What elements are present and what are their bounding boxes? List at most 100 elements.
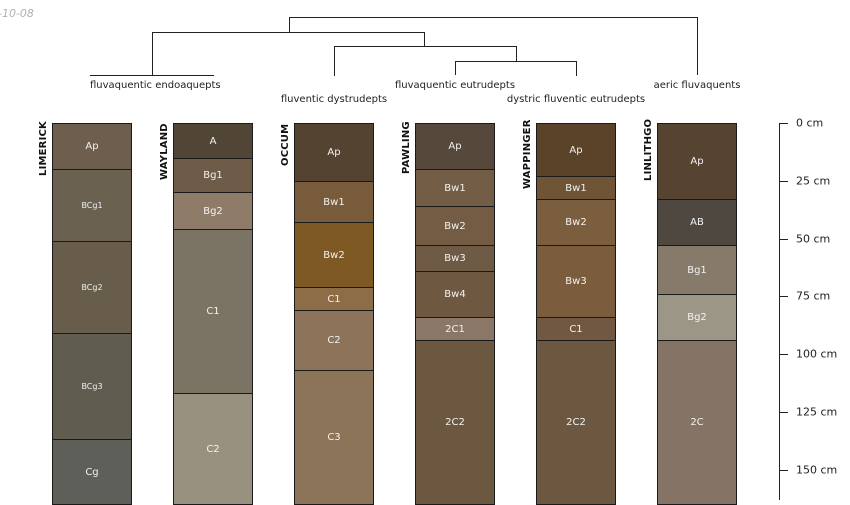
horizon-label: Bw1 (565, 182, 587, 194)
horizon-bw4: Bw4 (415, 271, 495, 318)
dendrogram-branch (289, 17, 290, 33)
horizon-ap: Ap (415, 123, 495, 170)
horizon-label: Ap (85, 141, 99, 152)
horizon-bw3: Bw3 (415, 245, 495, 272)
horizon-c2: C2 (294, 310, 374, 371)
horizon-label: 2C (690, 417, 704, 428)
horizon-2c2: 2C2 (536, 340, 616, 505)
horizon-label: Bw2 (444, 220, 466, 232)
horizon-label: Bg1 (687, 264, 707, 276)
horizon-bw2: Bw2 (294, 222, 374, 288)
horizon-label: Bg1 (203, 170, 223, 181)
horizon-label: Bg2 (687, 312, 707, 323)
horizon-bw1: Bw1 (536, 176, 616, 200)
horizon-2c2: 2C2 (415, 340, 495, 505)
dendrogram-branch (152, 32, 425, 33)
horizon-2c1: 2C1 (415, 317, 495, 341)
dendrogram-branch (289, 17, 698, 18)
horizon-label: 2C2 (566, 417, 586, 428)
horizon-label: BCg3 (81, 382, 103, 391)
horizon-label: Bw3 (565, 276, 587, 287)
horizon-ap: Ap (536, 123, 616, 177)
depth-tick-label: 150 cm (796, 463, 838, 477)
profile-name: WAYLAND (159, 123, 170, 180)
date-label: -10-08 (0, 7, 34, 20)
taxon-label: fluventic dystrudepts (280, 94, 388, 105)
horizon-label: C3 (327, 432, 341, 443)
dendrogram-branch (455, 61, 577, 62)
horizon-c2: C2 (173, 393, 253, 505)
horizon-bg1: Bg1 (173, 158, 253, 193)
horizon-cg: Cg (52, 439, 132, 505)
horizon-label: Bw2 (565, 217, 587, 228)
depth-tick (779, 123, 788, 124)
horizon-c3: C3 (294, 370, 374, 505)
horizon-label: C2 (206, 443, 220, 455)
horizon-2c: 2C (657, 340, 737, 505)
dendrogram-branch (90, 75, 214, 76)
horizon-label: BCg1 (81, 201, 103, 210)
dendrogram-branch (152, 32, 153, 76)
depth-tick (779, 412, 788, 413)
horizon-bcg2: BCg2 (52, 241, 132, 334)
horizon-label: Ap (327, 147, 341, 158)
horizon-c1: C1 (536, 317, 616, 341)
horizon-label: C2 (327, 335, 341, 346)
depth-tick (779, 470, 788, 471)
horizon-bg2: Bg2 (657, 294, 737, 341)
depth-axis-line (779, 123, 780, 500)
horizon-c1: C1 (294, 287, 374, 311)
depth-tick-label: 50 cm (796, 232, 831, 246)
dendrogram-branch (576, 61, 577, 76)
horizon-label: Bw2 (323, 249, 345, 261)
horizon-label: BCg2 (81, 283, 103, 292)
depth-tick-label: 0 cm (796, 116, 824, 130)
dendrogram-branch (334, 46, 517, 47)
horizon-ab: AB (657, 199, 737, 246)
dendrogram-branch (334, 46, 335, 76)
horizon-a: A (173, 123, 253, 159)
profile-name: PAWLING (401, 121, 412, 174)
taxon-label: aeric fluvaquents (653, 80, 741, 91)
horizon-label: Bw4 (444, 289, 466, 300)
profile-name: LINLITHGO (643, 118, 654, 181)
dendrogram-branch (424, 32, 425, 46)
depth-tick-label: 100 cm (796, 347, 838, 361)
depth-tick (779, 181, 788, 182)
horizon-label: Bg2 (203, 205, 223, 217)
depth-tick (779, 239, 788, 240)
horizon-c1: C1 (173, 229, 253, 394)
horizon-label: AB (690, 217, 704, 228)
horizon-label: Ap (448, 141, 462, 152)
horizon-label: 2C2 (445, 417, 465, 428)
horizon-label: C1 (206, 306, 220, 317)
horizon-bcg3: BCg3 (52, 333, 132, 440)
taxon-label: fluvaquentic endoaquepts (90, 80, 221, 91)
depth-tick (779, 354, 788, 355)
horizon-label: 2C1 (445, 323, 465, 335)
horizon-bw1: Bw1 (415, 169, 495, 207)
taxon-label: dystric fluventic eutrudepts (506, 94, 646, 105)
horizon-label: Cg (85, 466, 99, 478)
horizon-bw2: Bw2 (536, 199, 616, 246)
horizon-label: A (209, 135, 217, 147)
horizon-label: Bw3 (444, 253, 466, 264)
horizon-ap: Ap (294, 123, 374, 182)
horizon-bg2: Bg2 (173, 192, 253, 230)
dendrogram-branch (516, 46, 517, 62)
horizon-bcg1: BCg1 (52, 169, 132, 242)
depth-tick-label: 25 cm (796, 174, 831, 188)
depth-tick-label: 125 cm (796, 405, 838, 419)
horizon-label: Bw1 (444, 182, 466, 194)
depth-tick (779, 296, 788, 297)
horizon-bg1: Bg1 (657, 245, 737, 295)
horizon-label: Ap (569, 144, 583, 156)
horizon-label: Ap (690, 156, 704, 167)
horizon-ap: Ap (52, 123, 132, 170)
horizon-label: C1 (327, 293, 341, 305)
horizon-bw3: Bw3 (536, 245, 616, 318)
taxon-label: fluvaquentic eutrudepts (394, 80, 516, 91)
horizon-ap: Ap (657, 123, 737, 200)
profile-name: LIMERICK (38, 121, 49, 176)
horizon-bw1: Bw1 (294, 181, 374, 223)
